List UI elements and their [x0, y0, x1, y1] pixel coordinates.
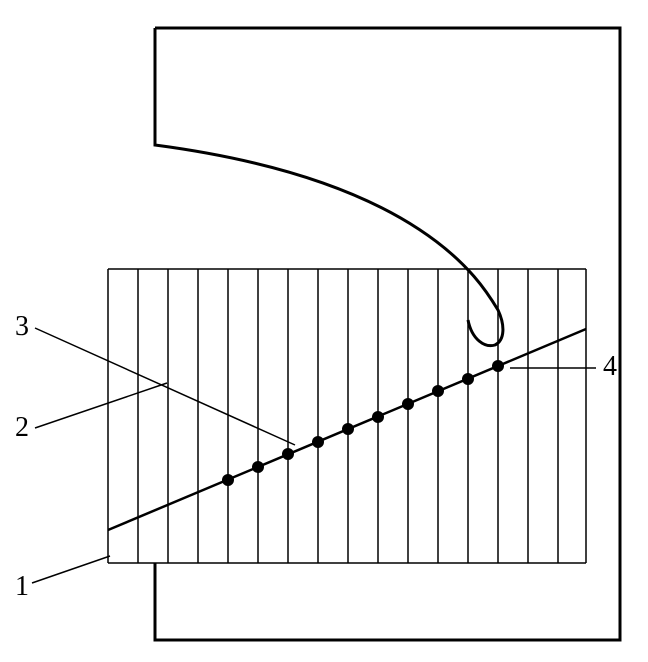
grid-vertical-lines [108, 269, 586, 563]
callout-leader-line [35, 383, 167, 428]
callout-label-3: 3 [15, 311, 29, 342]
intersection-point [492, 360, 504, 372]
callout-label-2: 2 [15, 412, 29, 443]
intersection-point [402, 398, 414, 410]
intersection-point [462, 373, 474, 385]
intersection-point [432, 385, 444, 397]
technical-diagram: 3 2 1 4 [0, 0, 648, 662]
break-curve [155, 28, 503, 346]
callout-label-4: 4 [603, 351, 617, 382]
callout-label-1: 1 [15, 571, 29, 602]
callout-leader-line [35, 328, 295, 445]
intersection-point [252, 461, 264, 473]
intersection-point [342, 423, 354, 435]
outer-frame [155, 28, 620, 640]
intersection-point [282, 448, 294, 460]
intersection-point [372, 411, 384, 423]
intersection-point [312, 436, 324, 448]
intersection-point [222, 474, 234, 486]
callout-leader-line [32, 556, 110, 583]
